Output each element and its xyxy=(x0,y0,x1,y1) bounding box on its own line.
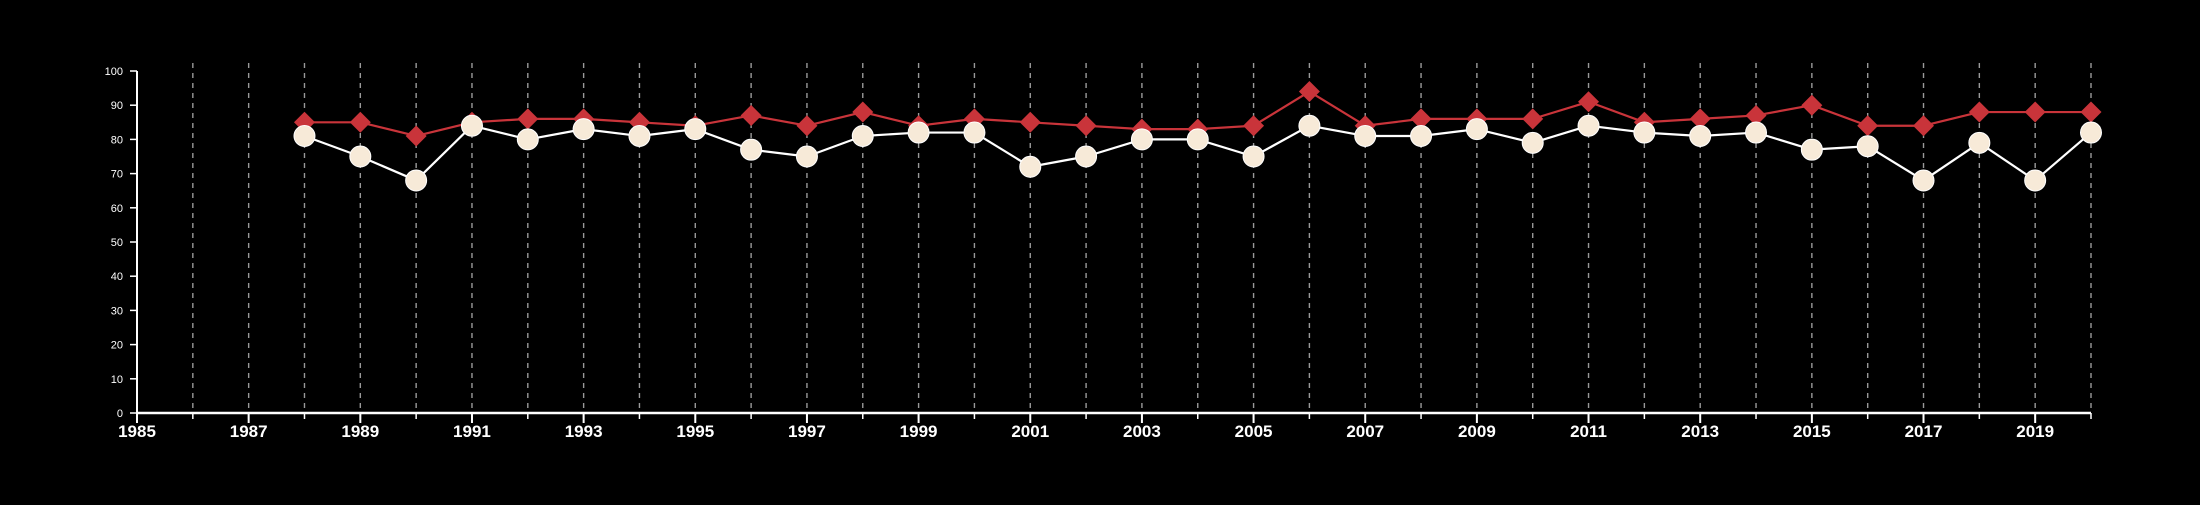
series-1-point-1989 xyxy=(349,111,371,133)
series-1-point-2017 xyxy=(1913,115,1935,137)
x-tick-label-1989: 1989 xyxy=(341,422,379,441)
axis-layer: 0 10 20 30 40 50 60 70 80 90 100 1985 1987 1989 1991 19… xyxy=(105,66,2092,441)
x-tick-label-2013: 2013 xyxy=(1681,422,1719,441)
series-2-point-1992 xyxy=(516,128,539,151)
series-2-point-2011 xyxy=(1577,114,1600,137)
y-tick-label-40: 40 xyxy=(111,271,123,283)
series-1-point-1997 xyxy=(796,115,818,137)
series-2-point-1997 xyxy=(795,145,818,168)
series-1-point-1998 xyxy=(852,101,874,123)
series-2-point-2002 xyxy=(1075,145,1098,168)
series-2-point-1991 xyxy=(460,114,483,137)
series-2-point-1993 xyxy=(572,118,595,141)
series-2-point-2004 xyxy=(1186,128,1209,151)
series-2-point-2013 xyxy=(1689,124,1712,147)
series-2-point-1994 xyxy=(628,124,651,147)
x-tick-label-2009: 2009 xyxy=(1458,422,1496,441)
x-tick-label-2003: 2003 xyxy=(1123,422,1161,441)
x-tick-label-1993: 1993 xyxy=(565,422,603,441)
series-1-point-1990 xyxy=(405,125,427,147)
y-tick-label-60: 60 xyxy=(111,203,123,215)
series-2-point-2017 xyxy=(1912,169,1935,192)
y-tick-label-90: 90 xyxy=(111,100,123,112)
series-1-point-2010 xyxy=(1522,108,1544,130)
y-tick-label-0: 0 xyxy=(117,408,123,420)
series-2-point-2003 xyxy=(1130,128,1153,151)
x-tick-label-2001: 2001 xyxy=(1011,422,1049,441)
x-tick-label-1997: 1997 xyxy=(788,422,826,441)
series-2-point-2009 xyxy=(1465,118,1488,141)
series-2-point-2001 xyxy=(1019,155,1042,178)
series-1-point-2020 xyxy=(2080,101,2102,123)
y-tick-label-100: 100 xyxy=(105,66,123,78)
series-1-point-2001 xyxy=(1019,111,1041,133)
series-1-point-1996 xyxy=(740,104,762,126)
x-tick-label-2019: 2019 xyxy=(2016,422,2054,441)
series-1-point-2002 xyxy=(1075,115,1097,137)
series-2-point-1996 xyxy=(740,138,763,161)
x-tick-label-2017: 2017 xyxy=(1905,422,1943,441)
series-1-point-2013 xyxy=(1689,108,1711,130)
x-tick-label-2015: 2015 xyxy=(1793,422,1831,441)
series-2-point-1998 xyxy=(851,124,874,147)
series-2-point-2000 xyxy=(963,121,986,144)
series-2-point-2020 xyxy=(2080,121,2102,144)
x-tick-label-1999: 1999 xyxy=(900,422,938,441)
series-2-point-2006 xyxy=(1298,114,1321,137)
series-2-point-1988 xyxy=(293,124,316,147)
x-tick-label-2011: 2011 xyxy=(1570,422,1607,441)
series-1-point-2016 xyxy=(1857,115,1879,137)
series-1-point-1992 xyxy=(517,108,539,130)
series-1-point-2011 xyxy=(1578,91,1600,113)
series-1-point-2015 xyxy=(1801,94,1823,116)
series-1-point-2006 xyxy=(1298,81,1320,103)
series-1-point-2018 xyxy=(1968,101,1990,123)
x-tick-label-2007: 2007 xyxy=(1346,422,1384,441)
series-2-point-2018 xyxy=(1968,131,1991,154)
x-tick-label-1995: 1995 xyxy=(676,422,714,441)
y-tick-label-70: 70 xyxy=(111,169,123,181)
y-tick-label-50: 50 xyxy=(111,237,123,249)
series-2-point-1995 xyxy=(684,118,707,141)
series-layer xyxy=(293,81,2102,192)
y-tick-label-80: 80 xyxy=(111,134,123,146)
series-1-point-2005 xyxy=(1243,115,1265,137)
x-tick-label-1985: 1985 xyxy=(118,422,156,441)
series-2-point-2014 xyxy=(1745,121,1768,144)
series-2-point-2012 xyxy=(1633,121,1656,144)
x-tick-label-1991: 1991 xyxy=(453,422,491,441)
series-2-point-2008 xyxy=(1410,124,1433,147)
series-1-point-2000 xyxy=(963,108,985,130)
y-tick-label-30: 30 xyxy=(111,305,123,317)
series-2-point-1999 xyxy=(907,121,930,144)
x-tick-label-1987: 1987 xyxy=(230,422,268,441)
series-2-point-1990 xyxy=(405,169,428,192)
series-2-point-2010 xyxy=(1521,131,1544,154)
y-tick-label-10: 10 xyxy=(111,374,123,386)
series-2-point-2007 xyxy=(1354,124,1377,147)
series-1-point-2019 xyxy=(2024,101,2046,123)
series-1-point-2008 xyxy=(1410,108,1432,130)
series-2-point-2015 xyxy=(1800,138,1823,161)
grid-layer xyxy=(192,63,2092,413)
x-tick-label-2005: 2005 xyxy=(1235,422,1273,441)
series-1-point-2014 xyxy=(1745,104,1767,126)
series-2-point-2019 xyxy=(2024,169,2047,192)
series-2-point-2016 xyxy=(1856,135,1879,158)
series-2-point-2005 xyxy=(1242,145,1265,168)
series-2-point-1989 xyxy=(349,145,372,168)
y-tick-label-20: 20 xyxy=(111,340,123,352)
